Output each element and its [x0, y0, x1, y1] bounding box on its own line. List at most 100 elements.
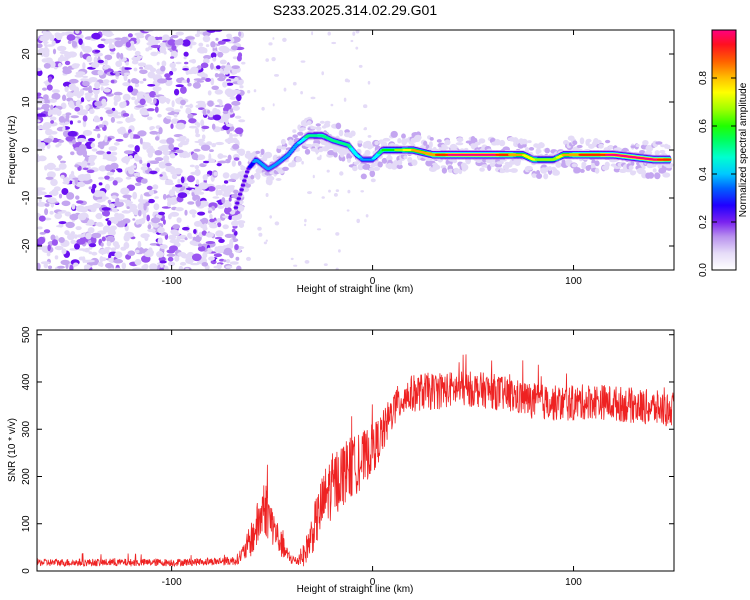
ridge-cell: [246, 167, 251, 170]
ridge-cell: [238, 193, 243, 196]
ridge-halo: [436, 139, 442, 143]
noise-speckle: [358, 64, 363, 68]
noise-speckle: [44, 31, 53, 39]
noise-speckle: [123, 72, 131, 76]
ridge-halo: [235, 214, 241, 219]
noise-speckle: [182, 226, 190, 231]
noise-speckle: [197, 211, 206, 216]
noise-speckle: [56, 225, 64, 228]
noise-speckle: [170, 123, 174, 129]
noise-speckle: [201, 134, 206, 140]
noise-speckle: [363, 104, 368, 109]
noise-speckle: [170, 201, 176, 205]
noise-speckle: [234, 115, 242, 119]
noise-speckle: [154, 196, 159, 199]
noise-speckle: [304, 218, 307, 223]
noise-speckle: [364, 127, 367, 131]
noise-speckle: [54, 167, 61, 171]
noise-speckle: [142, 78, 147, 82]
noise-speckle: [155, 136, 160, 141]
ridge-halo: [364, 149, 371, 156]
noise-speckle: [44, 203, 50, 207]
ridge-halo: [478, 138, 486, 144]
noise-speckle: [40, 261, 51, 265]
noise-speckle: [74, 106, 81, 112]
noise-speckle: [187, 232, 192, 238]
noise-speckle: [94, 81, 101, 89]
ridge-halo: [264, 151, 273, 159]
noise-speckle: [166, 116, 172, 120]
ridge-halo: [522, 143, 527, 148]
noise-speckle: [212, 56, 217, 62]
noise-speckle: [95, 222, 100, 226]
noise-speckle: [218, 258, 225, 262]
ridge-halo: [647, 172, 655, 179]
noise-speckle: [221, 184, 227, 188]
noise-speckle: [274, 74, 279, 77]
noise-speckle: [212, 107, 218, 115]
noise-speckle: [180, 86, 187, 94]
noise-speckle: [134, 258, 142, 266]
noise-speckle: [79, 51, 83, 59]
ridge-halo: [397, 138, 402, 144]
ridge-halo: [654, 172, 661, 180]
noise-speckle: [214, 73, 219, 78]
noise-speckle: [201, 230, 207, 236]
noise-speckle: [335, 232, 340, 236]
noise-speckle: [140, 194, 143, 202]
noise-speckle: [166, 253, 176, 257]
noise-speckle: [224, 233, 234, 238]
noise-speckle: [82, 62, 86, 70]
noise-speckle: [202, 58, 210, 64]
noise-speckle: [205, 232, 214, 238]
noise-speckle: [145, 47, 150, 52]
noise-speckle: [185, 267, 190, 270]
noise-speckle: [114, 243, 120, 249]
noise-speckle: [195, 133, 201, 138]
noise-speckle: [212, 114, 222, 121]
colorbar-tick-label: 0.6: [698, 119, 709, 133]
noise-speckle: [238, 222, 245, 228]
noise-speckle: [238, 119, 246, 123]
noise-speckle: [111, 107, 116, 112]
noise-speckle: [58, 139, 65, 143]
noise-speckle: [171, 67, 177, 72]
noise-speckle: [234, 244, 239, 251]
noise-speckle: [82, 78, 90, 82]
ridge-cell: [243, 175, 248, 178]
noise-speckle: [37, 43, 43, 49]
noise-speckle: [40, 35, 46, 39]
noise-speckle: [201, 262, 209, 267]
noise-speckle: [185, 107, 191, 115]
noise-speckle: [143, 251, 154, 258]
ridge-halo: [635, 143, 640, 148]
ridge-halo: [455, 142, 464, 146]
noise-speckle: [62, 181, 70, 185]
noise-speckle: [134, 182, 142, 186]
noise-speckle: [165, 77, 173, 81]
noise-speckle: [207, 100, 214, 107]
noise-speckle: [157, 78, 167, 84]
noise-speckle: [104, 54, 113, 61]
noise-speckle: [180, 182, 189, 187]
colorbar-label: Normalized spectral amplitude: [738, 82, 749, 217]
noise-speckle: [37, 201, 47, 207]
noise-speckle: [178, 265, 184, 270]
noise-speckle: [167, 199, 172, 208]
noise-speckle: [338, 249, 341, 253]
noise-speckle: [196, 30, 201, 35]
noise-speckle: [226, 138, 231, 144]
ridge-halo: [360, 173, 367, 180]
snr-background: [37, 330, 674, 571]
noise-speckle: [137, 62, 147, 67]
ridge-halo: [432, 164, 441, 170]
noise-speckle: [47, 111, 52, 117]
noise-speckle: [111, 195, 118, 200]
noise-speckle: [43, 62, 51, 69]
noise-speckle: [43, 41, 49, 44]
noise-speckle: [123, 242, 130, 249]
noise-speckle: [61, 248, 67, 255]
noise-speckle: [57, 62, 62, 68]
ridge-halo: [528, 147, 535, 151]
noise-speckle: [144, 64, 153, 69]
